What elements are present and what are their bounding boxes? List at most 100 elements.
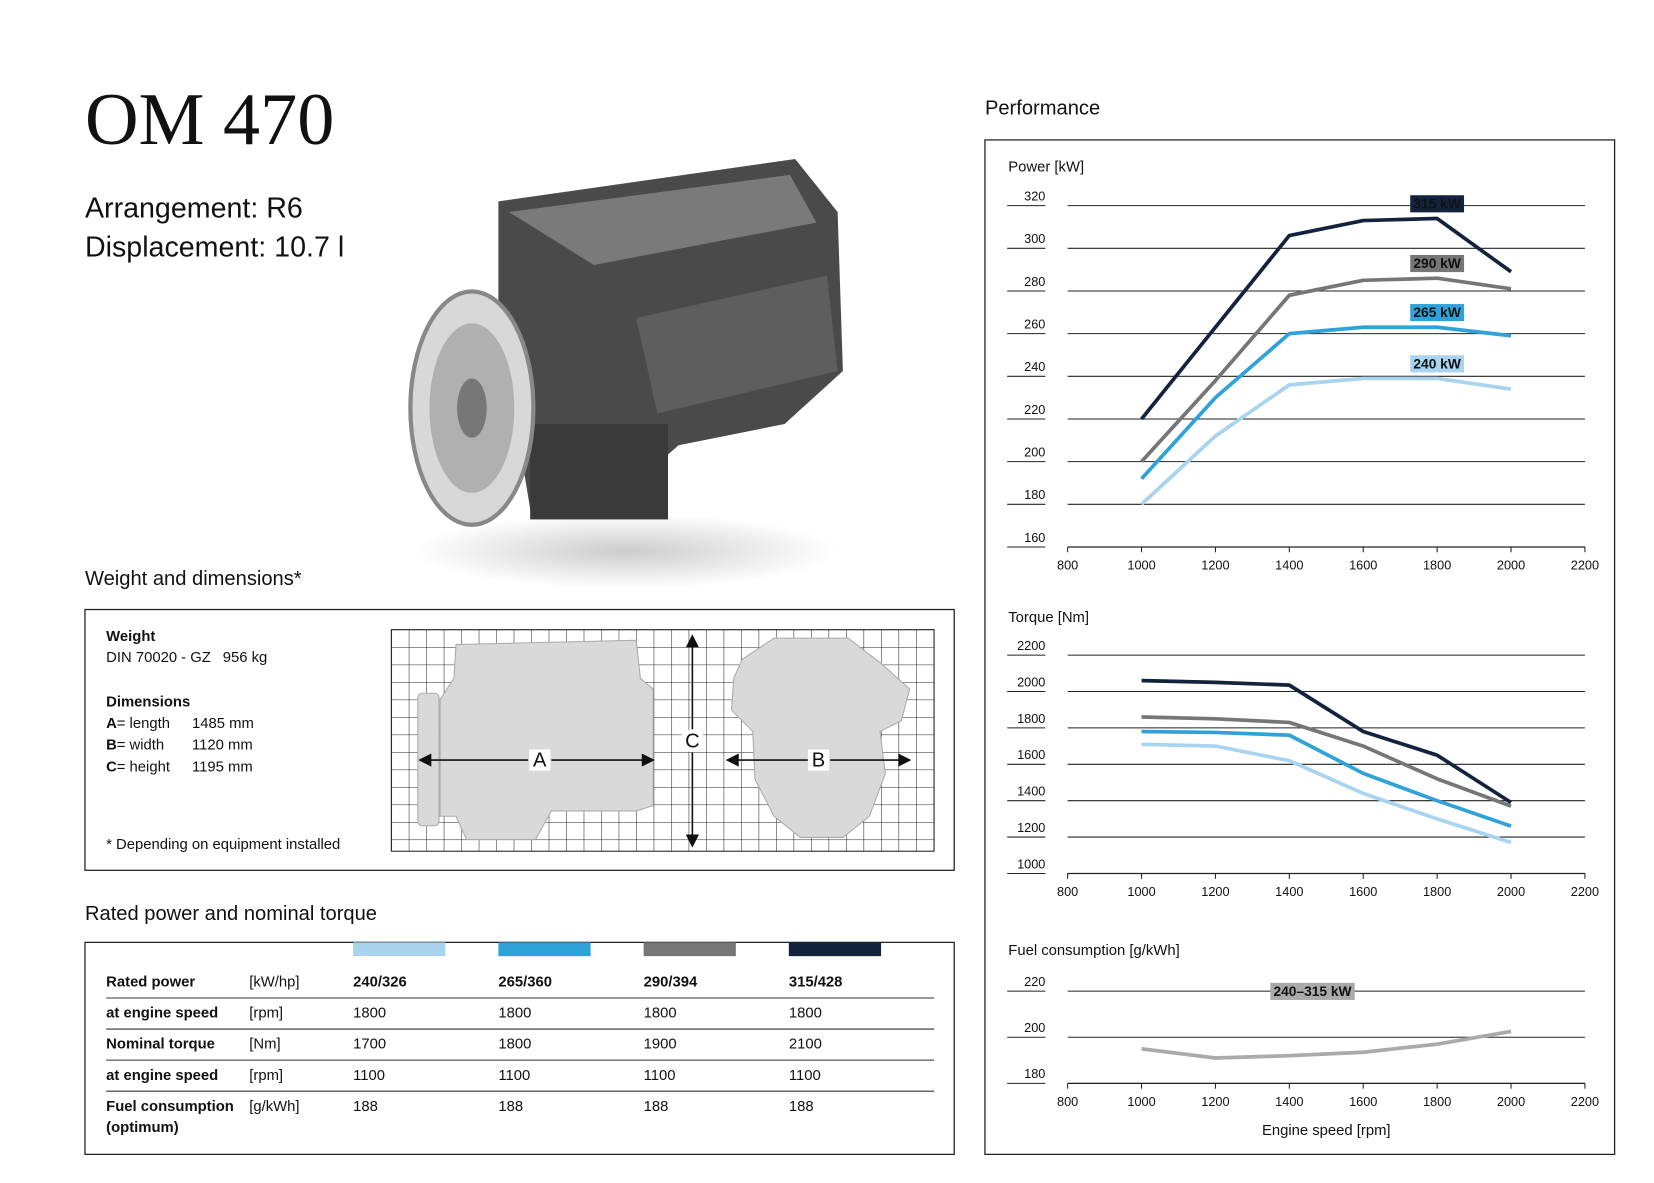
- series-line: [1140, 276, 1512, 463]
- cell: 1100: [644, 1068, 676, 1084]
- dimension-key: B: [106, 738, 117, 754]
- dimension-desc: = height: [117, 759, 171, 775]
- y-tick-label: 220: [1024, 402, 1045, 417]
- y-tick-label: 280: [1024, 274, 1045, 289]
- x-tick-label: 2200: [1571, 884, 1599, 899]
- cell: 290/394: [644, 975, 698, 991]
- section-title: Weight and dimensions*: [85, 568, 302, 590]
- x-tick-label: 1800: [1423, 884, 1451, 899]
- x-tick-label: 1600: [1349, 557, 1377, 572]
- y-tick-label: 180: [1024, 1066, 1045, 1081]
- dimension-letter: B: [812, 749, 825, 771]
- x-tick-label: 1400: [1275, 557, 1303, 572]
- dimensions-heading: Dimensions: [106, 695, 190, 711]
- dimension-key: A: [106, 716, 117, 732]
- arrangement: Arrangement: R6: [85, 192, 303, 224]
- performance-box: [984, 139, 1616, 1156]
- dimension-drawing: A B C: [390, 629, 935, 852]
- column-swatch: [353, 942, 446, 957]
- series-label-bg: [1410, 355, 1465, 373]
- engine-image: [408, 159, 843, 589]
- weight-value: 956 kg: [223, 650, 268, 666]
- dimension-letter: A: [533, 749, 547, 771]
- cell: 1800: [498, 1006, 531, 1022]
- cell: 1900: [644, 1037, 677, 1053]
- x-tick-label: 2000: [1497, 1094, 1525, 1109]
- x-tick-label: 1400: [1275, 884, 1303, 899]
- weight-box: [84, 608, 955, 871]
- weight-standard: DIN 70020 - GZ: [106, 650, 211, 666]
- x-tick-label: 2000: [1497, 557, 1525, 572]
- cell: 240/326: [353, 975, 407, 991]
- weight-heading: Weight: [106, 629, 155, 645]
- x-tick-label: 1000: [1127, 557, 1155, 572]
- column-swatch: [498, 942, 591, 957]
- cell: 1800: [644, 1006, 677, 1022]
- y-tick-label: 1200: [1017, 820, 1045, 835]
- row-unit: [rpm]: [249, 1068, 283, 1084]
- y-tick-label: 200: [1024, 1020, 1045, 1035]
- cell: 188: [498, 1099, 523, 1115]
- row-label: Fuel consumption: [106, 1099, 234, 1115]
- chart-title: Torque [Nm]: [1008, 610, 1089, 626]
- y-tick-label: 260: [1024, 317, 1045, 332]
- x-tick-label: 1000: [1127, 884, 1155, 899]
- x-tick-label: 2000: [1497, 884, 1525, 899]
- dimension-desc: = width: [117, 738, 164, 754]
- y-tick-label: 180: [1024, 487, 1045, 502]
- y-tick-label: 2200: [1017, 638, 1045, 653]
- x-tick-label: 1000: [1127, 1094, 1155, 1109]
- row-label: Nominal torque: [106, 1037, 215, 1053]
- series-label: 240 kW: [1413, 356, 1460, 371]
- cell: 188: [789, 1099, 814, 1115]
- series-label: 315 kW: [1413, 196, 1460, 211]
- displacement: Displacement: 10.7 l: [85, 232, 344, 264]
- series-label-bg: [1270, 982, 1355, 1000]
- row-unit: [kW/hp]: [249, 975, 299, 991]
- x-tick-label: 1200: [1201, 884, 1229, 899]
- cell: 188: [353, 1099, 378, 1115]
- series-line: [1140, 376, 1512, 506]
- series-label: 240–315 kW: [1273, 984, 1351, 999]
- series-label-bg: [1410, 304, 1465, 322]
- y-tick-label: 1000: [1017, 856, 1045, 871]
- series-label-bg: [1410, 195, 1465, 213]
- dimension-value: 1485 mm: [192, 716, 254, 732]
- x-tick-label: 1200: [1201, 557, 1229, 572]
- y-tick-label: 200: [1024, 445, 1045, 460]
- series-line: [1141, 742, 1512, 845]
- page-title: OM 470: [85, 79, 334, 161]
- y-tick-label: 1400: [1017, 784, 1045, 799]
- footnote: * Depending on equipment installed: [106, 837, 340, 853]
- x-tick-label: 1800: [1423, 557, 1451, 572]
- series-line: [1140, 216, 1513, 421]
- dimension-value: 1195 mm: [192, 759, 253, 775]
- dimension-value: 1120 mm: [192, 738, 253, 754]
- series-line: [1140, 325, 1512, 480]
- cell: 315/428: [789, 975, 843, 991]
- cell: 1800: [498, 1037, 531, 1053]
- y-tick-label: 160: [1024, 530, 1045, 545]
- x-tick-label: 1600: [1349, 884, 1377, 899]
- y-tick-label: 320: [1024, 189, 1045, 204]
- cell: 1100: [498, 1068, 530, 1084]
- x-tick-label: 1200: [1201, 1094, 1229, 1109]
- y-tick-label: 1800: [1017, 711, 1045, 726]
- x-tick-label: 1600: [1349, 1094, 1377, 1109]
- cell: 188: [644, 1099, 669, 1115]
- y-tick-label: 2000: [1017, 674, 1045, 689]
- y-tick-label: 240: [1024, 359, 1045, 374]
- series-line: [1141, 729, 1512, 828]
- cell: 1100: [789, 1068, 821, 1084]
- x-tick-label: 2200: [1571, 557, 1599, 572]
- section-title: Rated power and nominal torque: [85, 903, 377, 925]
- column-swatch: [788, 942, 882, 957]
- x-tick-label: 800: [1057, 1094, 1078, 1109]
- row-label: at engine speed: [106, 1068, 218, 1084]
- column-swatch: [643, 942, 736, 957]
- y-tick-label: 220: [1024, 974, 1045, 989]
- row-unit: [rpm]: [249, 1006, 283, 1022]
- dimension-key: C: [106, 759, 117, 775]
- series-label-bg: [1410, 254, 1465, 273]
- cell: 1800: [789, 1006, 822, 1022]
